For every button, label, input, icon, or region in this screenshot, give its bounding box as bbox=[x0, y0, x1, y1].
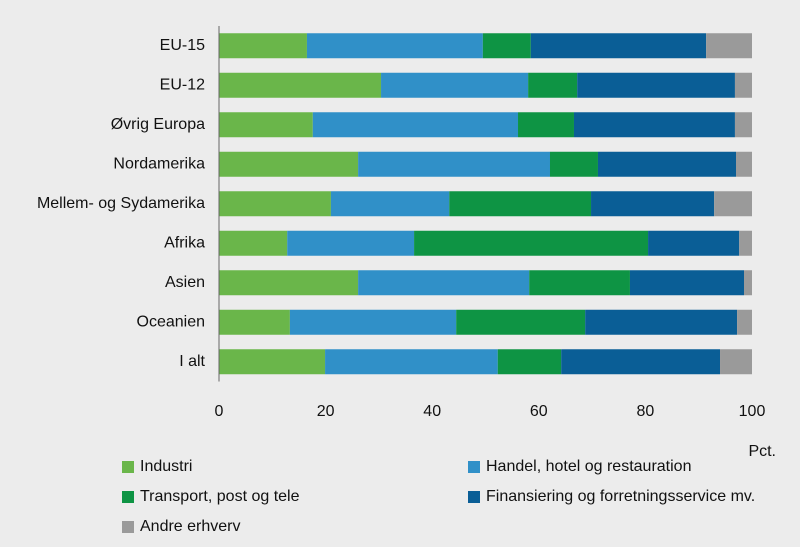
bar-segment bbox=[529, 270, 630, 296]
y-tick-label: Øvrig Europa bbox=[111, 116, 205, 133]
legend-swatch bbox=[122, 521, 134, 533]
y-tick-label: Nordamerika bbox=[113, 155, 205, 172]
bar-segment bbox=[736, 151, 752, 177]
bar-segment bbox=[518, 112, 574, 138]
bar-segment bbox=[414, 230, 649, 256]
x-axis-label: Pct. bbox=[748, 443, 776, 460]
bar-segment bbox=[482, 33, 531, 59]
bar-segment bbox=[306, 33, 483, 59]
bar-segment bbox=[744, 270, 752, 296]
y-tick-label: Asien bbox=[165, 274, 205, 291]
bar-segment bbox=[381, 72, 529, 98]
legend-swatch bbox=[122, 491, 134, 503]
bar-segment bbox=[734, 72, 752, 98]
bar-segment bbox=[289, 309, 457, 335]
bar-segment bbox=[648, 230, 740, 256]
bar-segment bbox=[358, 270, 530, 296]
bar-segment bbox=[312, 112, 519, 138]
legend-label: Transport, post og tele bbox=[140, 488, 300, 505]
bar-segment bbox=[219, 270, 359, 296]
bar-segment bbox=[549, 151, 598, 177]
bar-segment bbox=[720, 349, 752, 375]
y-tick-label: EU-12 bbox=[160, 76, 205, 93]
legend-label: Handel, hotel og restauration bbox=[486, 458, 691, 475]
bar-segment bbox=[561, 349, 721, 375]
bar-segment bbox=[449, 191, 592, 217]
bar-segment bbox=[737, 309, 752, 335]
bar-segment bbox=[629, 270, 745, 296]
bar-segment bbox=[219, 151, 359, 177]
legend-label: Industri bbox=[140, 458, 192, 475]
bar-segment bbox=[597, 151, 737, 177]
bar-segment bbox=[573, 112, 735, 138]
bar-segment bbox=[219, 33, 307, 59]
bar-segment bbox=[219, 230, 288, 256]
bar-segment bbox=[219, 191, 331, 217]
bar-segment bbox=[219, 349, 326, 375]
bar-segment bbox=[739, 230, 752, 256]
bar-segment bbox=[287, 230, 415, 256]
bar-segment bbox=[577, 72, 735, 98]
y-tick-label: I alt bbox=[179, 353, 205, 370]
legend-label: Finansiering og forretningsservice mv. bbox=[486, 488, 755, 505]
bar-segment bbox=[456, 309, 586, 335]
bar-segment bbox=[528, 72, 578, 98]
bar-segment bbox=[219, 112, 313, 138]
bar-segment bbox=[219, 72, 382, 98]
bar-segment bbox=[706, 33, 752, 59]
bar-segment bbox=[585, 309, 738, 335]
bar-segment bbox=[325, 349, 498, 375]
y-tick-label: Mellem- og Sydamerika bbox=[37, 195, 205, 212]
bar-segment bbox=[714, 191, 752, 217]
y-tick-label: EU-15 bbox=[160, 37, 205, 54]
x-tick-label: 60 bbox=[530, 403, 548, 420]
x-tick-label: 80 bbox=[637, 403, 655, 420]
x-tick-label: 40 bbox=[423, 403, 441, 420]
x-tick-label: 20 bbox=[317, 403, 335, 420]
x-tick-label: 0 bbox=[215, 403, 224, 420]
bar-segment bbox=[530, 33, 707, 59]
legend-label: Andre erhverv bbox=[140, 518, 241, 535]
bar-segment bbox=[734, 112, 752, 138]
bar-segment bbox=[219, 309, 290, 335]
y-tick-label: Afrika bbox=[164, 234, 205, 251]
bar-segment bbox=[591, 191, 715, 217]
bar-segment bbox=[330, 191, 450, 217]
x-tick-label: 100 bbox=[739, 403, 766, 420]
bar-segment bbox=[358, 151, 550, 177]
bar-segment bbox=[497, 349, 562, 375]
y-tick-label: Oceanien bbox=[137, 313, 206, 330]
legend-swatch bbox=[468, 491, 480, 503]
legend-swatch bbox=[468, 461, 480, 473]
legend-swatch bbox=[122, 461, 134, 473]
